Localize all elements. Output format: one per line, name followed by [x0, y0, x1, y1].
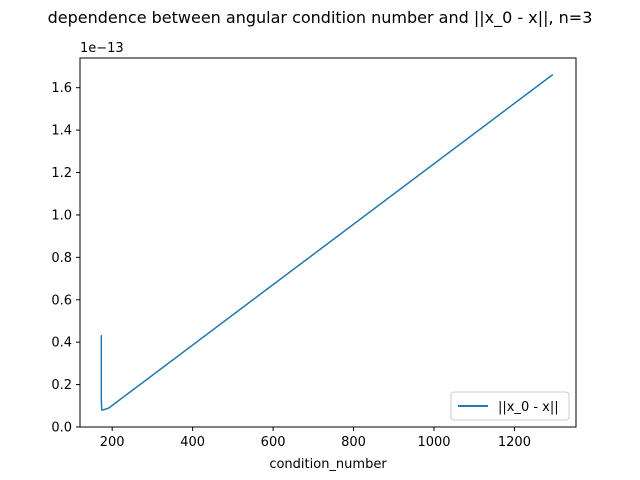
series-layer: [100, 73, 554, 411]
legend-box: [450, 391, 570, 421]
y-offset-text: 1e−13: [80, 41, 124, 56]
y-tick-label: 1.4: [51, 124, 72, 139]
legend: ||x_0 - x||: [450, 391, 570, 421]
x-tick-label: 600: [261, 435, 286, 450]
legend-entry-label: ||x_0 - x||: [498, 400, 559, 415]
y-tick-label: 0.0: [51, 421, 72, 436]
x-tick-label: 1000: [417, 435, 450, 450]
y-tick-label: 0.6: [51, 293, 72, 308]
y-tick-label: 1.0: [51, 208, 72, 223]
y-tick-label: 1.2: [51, 166, 72, 181]
y-tick-label: 0.2: [51, 378, 72, 393]
y-tick-label: 0.4: [51, 336, 72, 351]
plot-frame: [79, 57, 577, 428]
x-ticks: 200 400 600 800 1000 1200: [100, 427, 531, 450]
x-tick-label: 1200: [498, 435, 531, 450]
x-tick-label: 200: [100, 435, 125, 450]
y-ticks: 0.0 0.2 0.4 0.6 0.8 1.0 1.2 1.4 1.6: [51, 81, 80, 436]
x-tick-label: 800: [341, 435, 366, 450]
y-tick-label: 1.6: [51, 81, 72, 96]
x-tick-label: 400: [180, 435, 205, 450]
series-line-0: [100, 73, 554, 411]
x-axis-label: condition_number: [269, 457, 387, 472]
axes-layer: [79, 57, 577, 428]
chart-title: dependence between angular condition num…: [48, 8, 593, 28]
y-tick-label: 0.8: [51, 251, 72, 266]
